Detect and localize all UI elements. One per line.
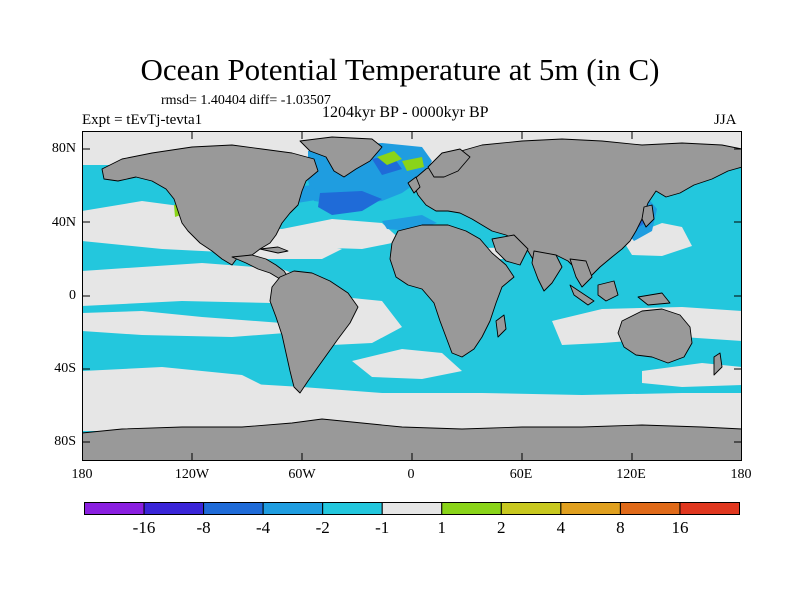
colorbar-label: 4 [556, 518, 566, 537]
rmsd-diff-stats: rmsd= 1.40404 diff= -1.03507 [161, 93, 331, 108]
map-ticks [82, 131, 742, 461]
lat-tick-label: 40N [51, 215, 76, 230]
new-guinea [637, 292, 671, 306]
antarctica [82, 418, 742, 461]
colorbar-box [381, 502, 443, 515]
colorbar-label: -4 [256, 518, 271, 537]
cuba [259, 246, 289, 254]
south-america [269, 270, 359, 394]
lon-tick-label: 180 [71, 467, 93, 482]
new-zealand [713, 352, 723, 376]
colorbar [84, 502, 740, 515]
colorbar-box [322, 502, 383, 515]
colorbar-box [203, 502, 264, 515]
continents [82, 136, 742, 461]
chart-title: Ocean Potential Temperature at 5m (in C) [140, 52, 660, 87]
colorbar-box [441, 502, 502, 515]
colorbar-label: 8 [616, 518, 625, 537]
lon-tick-label: 120W [174, 467, 210, 482]
colorbar-label: -16 [132, 518, 156, 537]
madagascar [495, 314, 507, 338]
lat-tick-label: 0 [69, 288, 76, 303]
africa [389, 224, 515, 358]
lon-tick-label: 120E [616, 467, 646, 482]
colorbar-box [84, 502, 145, 515]
colorbar-box [560, 502, 621, 515]
lon-tick-label: 60W [288, 467, 316, 482]
japan [641, 204, 655, 228]
arabia [491, 234, 529, 266]
scandinavia [427, 148, 471, 178]
lon-tick-label: 180 [730, 467, 752, 482]
colorbar-label: 1 [437, 518, 447, 537]
colorbar-label: 16 [671, 518, 689, 537]
colorbar-box [619, 502, 681, 515]
lat-tick-label: 40S [54, 361, 76, 376]
sumatra [569, 284, 595, 306]
lat-tick-label: 80S [54, 434, 76, 449]
lat-tick-label: 80N [51, 141, 76, 156]
ocean-temperature-map [82, 131, 742, 461]
colorbar-label: -2 [315, 518, 330, 537]
eurasia [411, 138, 742, 278]
colorbar-label: -8 [196, 518, 211, 537]
indochina [569, 258, 593, 288]
lon-tick-label: 0 [407, 467, 415, 482]
australia [617, 308, 693, 364]
season-label: JJA [714, 112, 737, 128]
india [531, 250, 563, 292]
colorbar-label: -1 [375, 518, 390, 537]
colorbar-box [679, 502, 740, 515]
colorbar-label: 2 [497, 518, 506, 537]
experiment-label: Expt = tEvTj-tevta1 [82, 112, 203, 128]
colorbar-box [500, 502, 562, 515]
borneo [597, 280, 619, 302]
british-isles [407, 176, 421, 194]
colorbar-box [262, 502, 324, 515]
greenland [299, 136, 383, 178]
period-label: 1204kyr BP - 0000kyr BP [322, 104, 489, 121]
colorbar-box [143, 502, 205, 515]
lon-tick-label: 60E [509, 467, 533, 482]
